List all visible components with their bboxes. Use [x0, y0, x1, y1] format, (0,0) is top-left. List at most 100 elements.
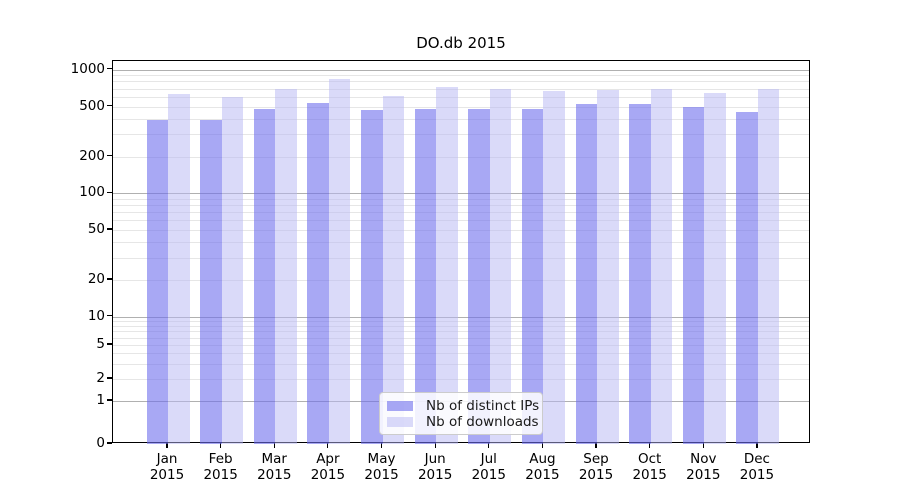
y-tick-label-50: 50: [87, 221, 105, 237]
gridline-minor-300: [113, 134, 809, 136]
bar-nb-of-downloads-mar: [275, 89, 297, 444]
bar-nb-of-distinct-ips-jan: [146, 120, 168, 444]
y-tick-mark-500: [107, 105, 112, 107]
x-tick-label-sep: Sep 2015: [578, 451, 614, 483]
gridline-minor-60: [113, 220, 809, 222]
gridline-minor-700: [113, 88, 809, 90]
gridline-minor-70: [113, 212, 809, 214]
bar-nb-of-downloads-aug: [543, 90, 565, 444]
bar-nb-of-downloads-may: [382, 96, 405, 444]
x-tick-mark-jan: [166, 443, 168, 448]
y-tick-mark-50: [107, 228, 112, 230]
bar-nb-of-distinct-ips-apr: [307, 103, 329, 444]
y-tick-mark-2: [107, 377, 112, 379]
y-tick-label-1: 1: [96, 392, 105, 408]
plot-area: Nb of distinct IPs Nb of downloads: [112, 60, 810, 444]
gridline-minor-9: [113, 320, 809, 322]
bar-nb-of-downloads-jan: [168, 94, 190, 444]
legend-row-distinct-ips: Nb of distinct IPs: [380, 398, 542, 414]
gridline-minor-7: [113, 331, 809, 333]
y-tick-label-20: 20: [87, 271, 105, 287]
gridline-minor-200: [113, 156, 809, 158]
bar-nb-of-distinct-ips-may: [361, 110, 383, 444]
bar-nb-of-downloads-nov: [704, 93, 726, 444]
gridline-minor-20: [113, 280, 809, 281]
x-tick-label-apr: Apr 2015: [310, 451, 346, 483]
legend-swatch-downloads: [387, 417, 413, 427]
bar-nb-of-downloads-jun: [436, 87, 458, 444]
x-tick-label-dec: Dec 2015: [739, 451, 775, 483]
gridline-minor-30: [113, 257, 809, 259]
x-tick-mark-nov: [702, 443, 704, 448]
y-tick-mark-1000: [107, 67, 112, 70]
y-tick-label-100: 100: [79, 184, 105, 201]
bar-nb-of-distinct-ips-oct: [629, 103, 651, 444]
y-tick-mark-200: [107, 154, 112, 157]
y-tick-label-10: 10: [87, 307, 105, 324]
legend-label-distinct-ips: Nb of distinct IPs: [426, 398, 540, 414]
bar-nb-of-downloads-jul: [489, 89, 512, 444]
x-tick-mark-apr: [327, 443, 329, 448]
x-tick-label-aug: Aug 2015: [525, 451, 560, 483]
bar-nb-of-downloads-feb: [221, 96, 244, 444]
gridline-major-1000: [113, 69, 809, 71]
chart-title: DO.db 2015: [416, 34, 506, 52]
bar-nb-of-downloads-sep: [597, 90, 619, 444]
gridline-minor-800: [113, 81, 809, 83]
y-tick-mark-10: [107, 314, 112, 317]
bar-nb-of-distinct-ips-nov: [682, 107, 705, 444]
x-tick-label-feb: Feb 2015: [203, 451, 238, 483]
gridline-minor-90: [113, 198, 809, 200]
legend-swatch-distinct-ips: [387, 401, 413, 411]
x-tick-mark-jun: [434, 443, 436, 448]
legend-label-downloads: Nb of downloads: [426, 414, 539, 430]
gridline-minor-6: [113, 337, 809, 339]
gridline-minor-80: [113, 205, 809, 207]
x-tick-label-jun: Jun 2015: [417, 451, 453, 483]
bar-nb-of-distinct-ips-mar: [253, 108, 276, 444]
legend: Nb of distinct IPs Nb of downloads: [379, 392, 543, 435]
y-tick-label-2: 2: [96, 370, 105, 386]
x-tick-mark-jul: [488, 443, 490, 448]
gridline-minor-900: [113, 75, 809, 77]
gridline-minor-400: [113, 118, 809, 120]
bar-nb-of-downloads-oct: [650, 89, 673, 444]
gridline-minor-500: [113, 106, 809, 108]
gridline-minor-5: [113, 345, 809, 346]
gridline-minor-50: [113, 230, 809, 231]
bar-nb-of-downloads-dec: [757, 88, 780, 444]
y-tick-label-0: 0: [96, 435, 105, 451]
x-tick-label-nov: Nov 2015: [686, 451, 721, 483]
gridline-minor-2: [113, 379, 809, 380]
gridline-minor-40: [113, 242, 809, 244]
legend-row-downloads: Nb of downloads: [380, 414, 542, 430]
x-tick-mark-aug: [541, 443, 543, 448]
x-tick-label-oct: Oct 2015: [632, 451, 667, 483]
x-tick-label-may: May 2015: [364, 451, 399, 483]
y-tick-label-5: 5: [96, 336, 105, 352]
y-tick-label-1000: 1000: [70, 60, 105, 77]
x-tick-mark-oct: [649, 443, 651, 448]
x-tick-label-jul: Jul 2015: [471, 451, 506, 483]
gridline-minor-8: [113, 325, 809, 327]
y-tick-mark-20: [107, 278, 112, 280]
gridline-minor-3: [113, 363, 809, 365]
bar-nb-of-downloads-apr: [328, 79, 351, 444]
x-tick-mark-feb: [220, 443, 222, 448]
bar-nb-of-distinct-ips-aug: [521, 108, 544, 444]
y-tick-mark-100: [107, 191, 112, 193]
y-tick-mark-5: [107, 343, 112, 345]
x-tick-mark-may: [380, 443, 383, 448]
x-tick-mark-dec: [756, 443, 758, 448]
y-tick-label-200: 200: [79, 147, 105, 164]
bar-nb-of-distinct-ips-dec: [736, 111, 758, 444]
bar-nb-of-distinct-ips-sep: [575, 104, 598, 444]
gridline-major-100: [113, 193, 809, 195]
y-tick-label-500: 500: [79, 97, 105, 114]
bar-nb-of-distinct-ips-feb: [200, 120, 222, 444]
gridline-major-10: [113, 316, 809, 318]
y-tick-mark-0: [107, 442, 112, 444]
x-tick-label-jan: Jan 2015: [149, 451, 185, 483]
bar-nb-of-distinct-ips-jul: [468, 108, 490, 444]
